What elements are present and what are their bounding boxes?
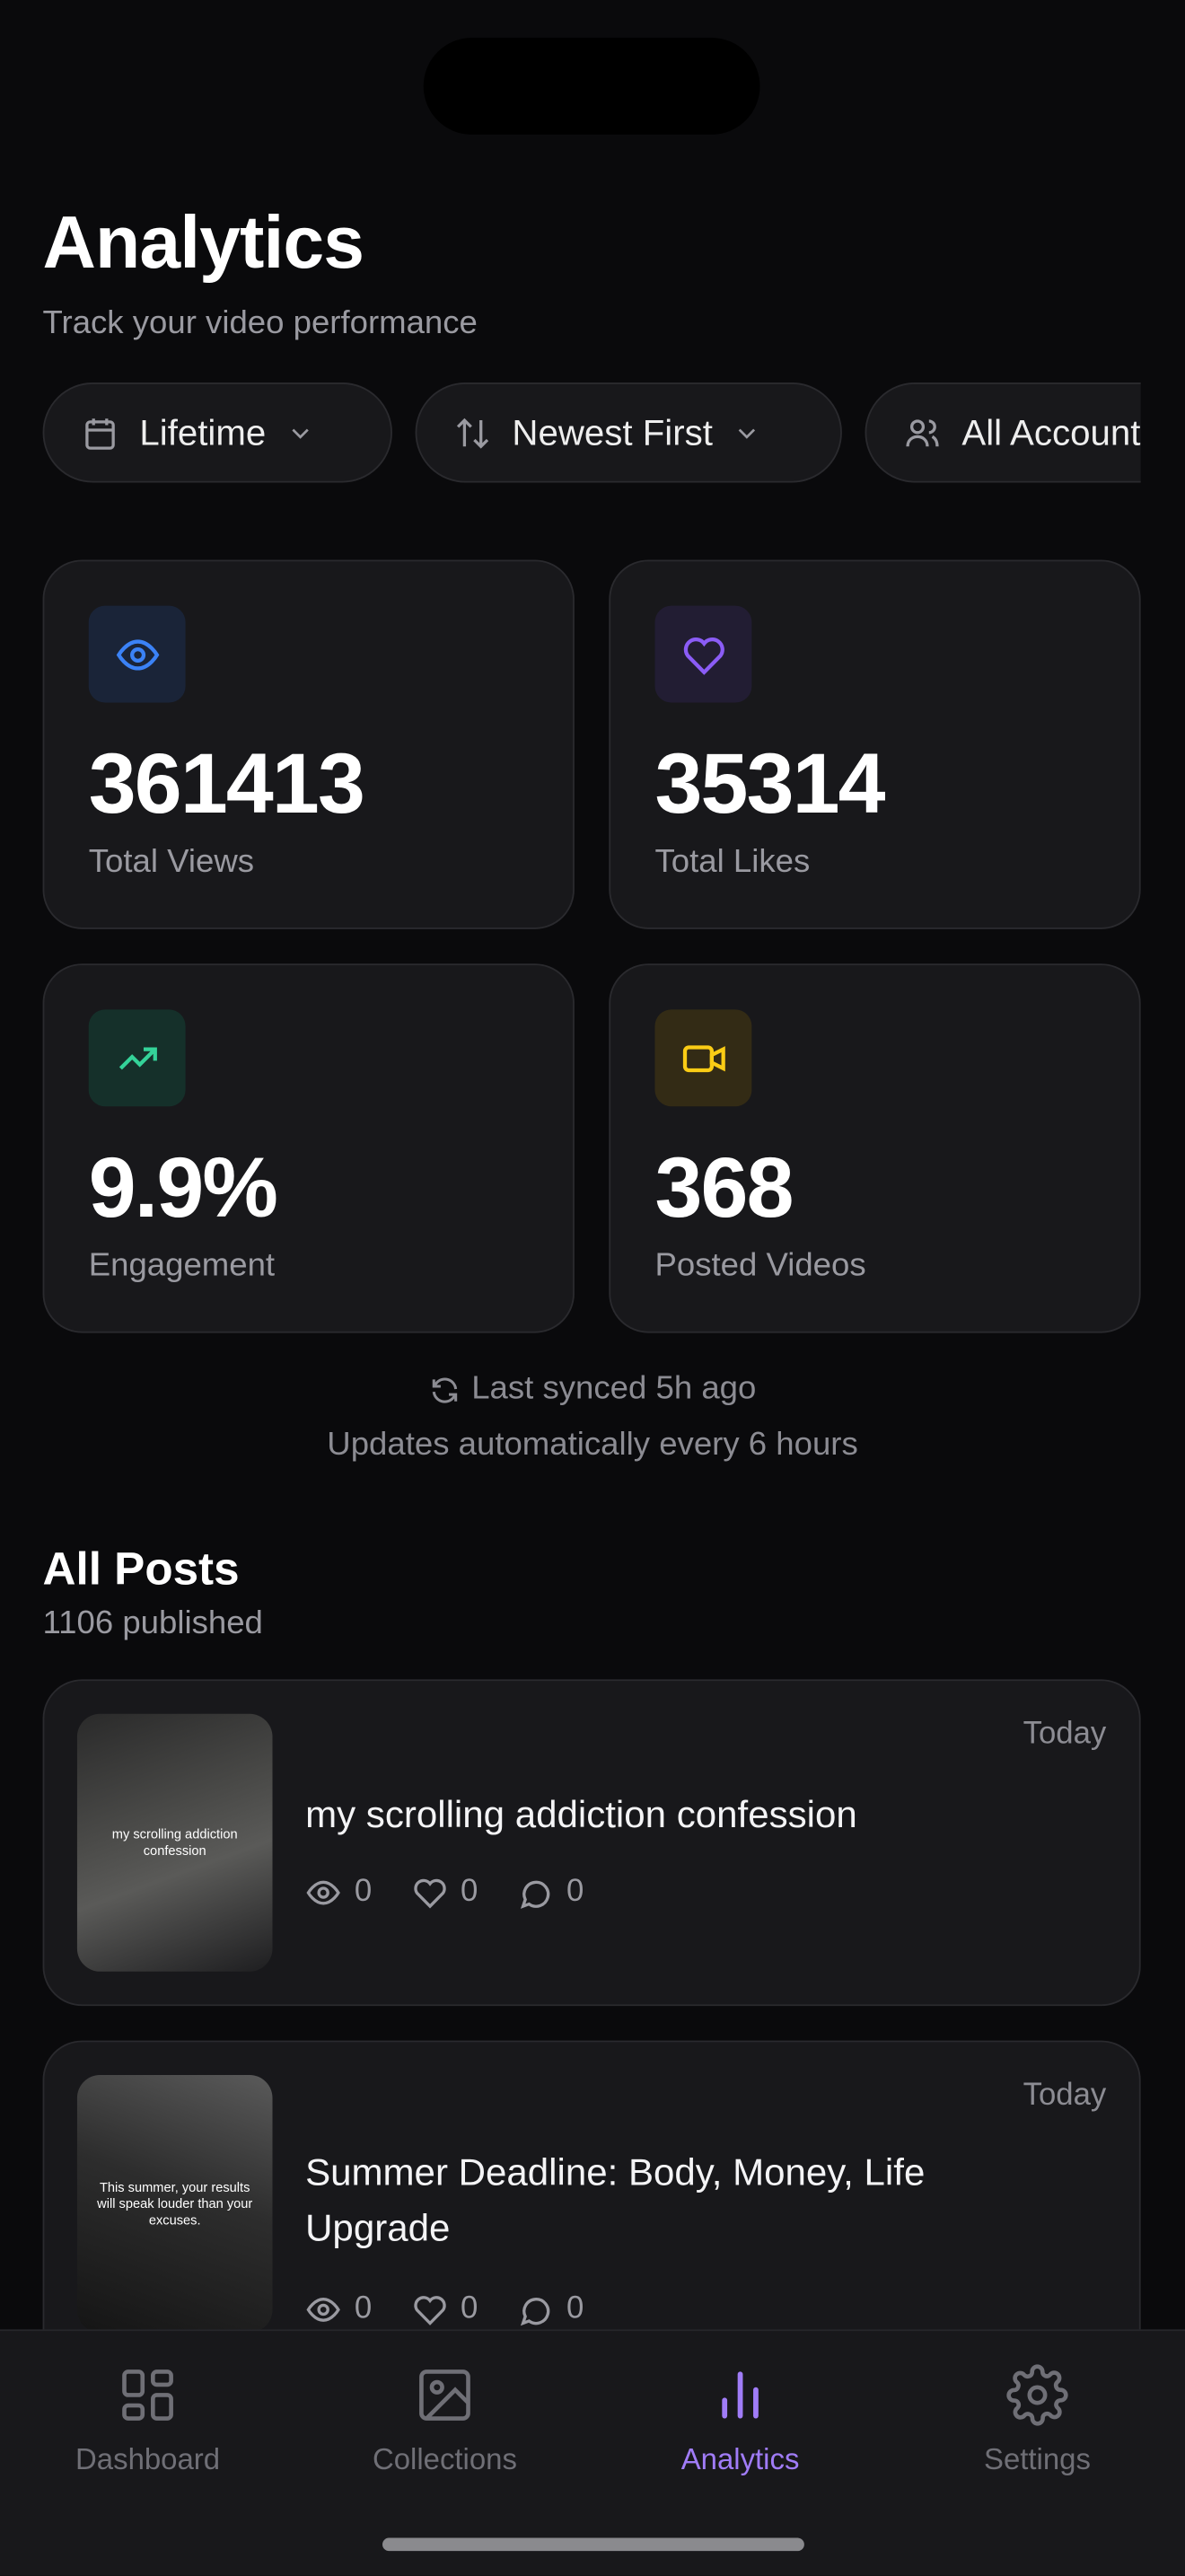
chevron-down-icon (739, 427, 756, 438)
page-subtitle: Track your video performance (42, 305, 478, 342)
nav-item-analytics[interactable]: Analytics (592, 2364, 888, 2477)
post-date: Today (1023, 2078, 1107, 2114)
sort-arrows-icon (456, 417, 489, 448)
bar-chart-icon (722, 2371, 759, 2419)
likes-count: 0 (460, 1874, 478, 1910)
stat-value: 9.9% (88, 1140, 278, 1236)
stat-label: Engagement (88, 1247, 276, 1284)
post-date: Today (1023, 1717, 1107, 1752)
dynamic-island (423, 38, 760, 135)
dashboard-icon (122, 2369, 173, 2421)
stat-card-likes: 35314 Total Likes (609, 559, 1141, 929)
filter-label: Newest First (512, 410, 713, 453)
stat-card-engagement: 9.9% Engagement (42, 963, 575, 1333)
filter-bar: Lifetime Newest First All Accounts (42, 382, 1141, 488)
comments-count: 0 (566, 2291, 584, 2326)
nav-item-settings[interactable]: Settings (890, 2364, 1185, 2477)
video-camera-icon (654, 1009, 752, 1107)
stat-label: Total Likes (654, 843, 811, 880)
date-range-filter[interactable]: Lifetime (42, 382, 392, 483)
nav-item-collections[interactable]: Collections (297, 2364, 592, 2477)
comment-icon (521, 2298, 550, 2326)
comments-count: 0 (566, 1874, 584, 1910)
sync-status: Last synced 5h ago (0, 1371, 1185, 1409)
comment-icon (521, 1880, 550, 1909)
nav-label: Dashboard (75, 2442, 221, 2476)
heart-icon (413, 2296, 445, 2325)
chevron-down-icon (292, 427, 309, 438)
bottom-nav: Dashboard Collections Analytics Settings (0, 2329, 1185, 2576)
heart-icon (654, 605, 752, 703)
post-count: 1106 published (42, 1605, 263, 1642)
post-stats: 0 0 0 (305, 2291, 584, 2327)
thumbnail-caption: This summer, your results will speak lou… (97, 2179, 253, 2228)
nav-label: Analytics (680, 2442, 800, 2476)
sync-note: Updates automatically every 6 hours (327, 1426, 858, 1464)
stat-card-views: 361413 Total Views (42, 559, 575, 929)
stat-value: 35314 (654, 736, 885, 832)
last-synced-text: Last synced 5h ago (471, 1370, 757, 1407)
post-thumbnail: This summer, your results will speak lou… (76, 2074, 273, 2334)
post-card[interactable]: my scrolling addiction confession Today … (42, 1679, 1141, 2007)
stat-card-videos: 368 Posted Videos (609, 963, 1141, 1333)
gear-icon (1006, 2364, 1068, 2426)
eye-icon (306, 2298, 340, 2322)
post-stats: 0 0 0 (305, 1875, 584, 1911)
page-title: Analytics (42, 200, 365, 285)
calendar-icon (85, 418, 115, 449)
nav-label: Settings (984, 2442, 1091, 2476)
views-count: 0 (354, 2291, 373, 2326)
trending-up-icon (88, 1009, 186, 1107)
sort-filter[interactable]: Newest First (415, 382, 842, 483)
section-title: All Posts (42, 1543, 240, 1595)
likes-count: 0 (460, 2291, 478, 2326)
refresh-icon (433, 1376, 458, 1402)
nav-item-dashboard[interactable]: Dashboard (0, 2364, 295, 2477)
thumbnail-caption: my scrolling addiction confession (111, 1825, 238, 1858)
account-filter[interactable]: All Accounts (865, 382, 1141, 483)
eye-icon (88, 605, 186, 703)
views-count: 0 (354, 1874, 373, 1910)
stat-value: 361413 (88, 736, 365, 832)
filter-label: Lifetime (139, 410, 267, 453)
post-title: my scrolling addiction confession (305, 1792, 857, 1836)
eye-icon (306, 1880, 340, 1905)
home-indicator[interactable] (382, 2537, 804, 2552)
stat-label: Posted Videos (654, 1247, 866, 1284)
image-icon (419, 2369, 470, 2421)
users-icon (906, 418, 939, 446)
filter-label: All Accounts (961, 410, 1141, 453)
heart-icon (413, 1878, 445, 1909)
stat-value: 368 (654, 1140, 794, 1236)
stat-label: Total Views (88, 843, 255, 880)
post-thumbnail: my scrolling addiction confession (76, 1713, 273, 1972)
nav-label: Collections (372, 2442, 517, 2476)
post-title: Summer Deadline: Body, Money, Life Upgra… (305, 2150, 926, 2249)
